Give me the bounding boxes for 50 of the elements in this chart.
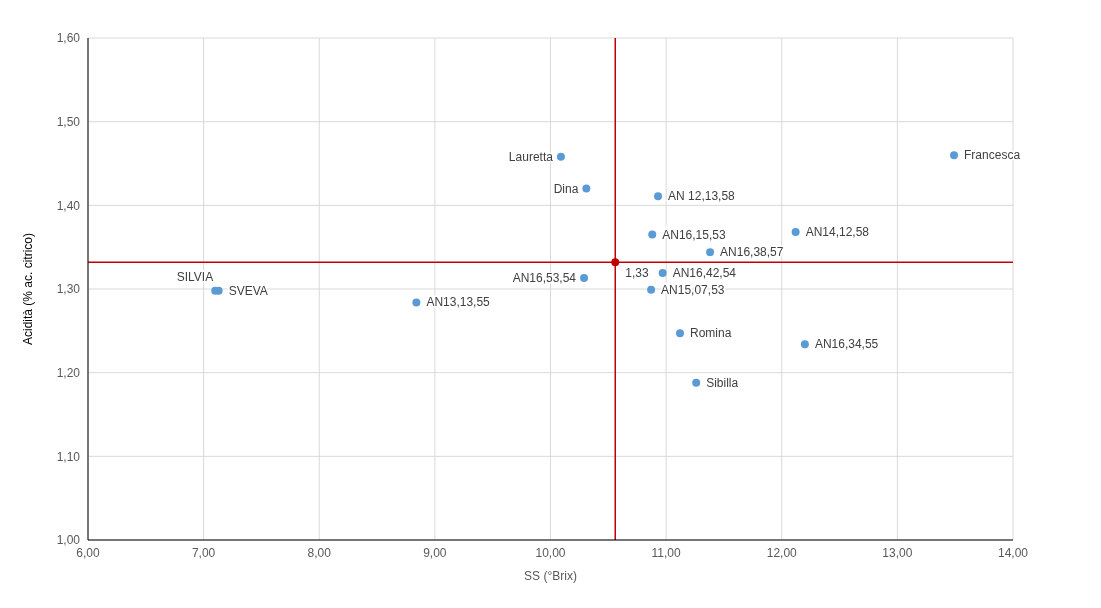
point <box>648 230 657 239</box>
data-label: AN13,13,55 <box>426 295 491 310</box>
data-label: AN16,15,53 <box>662 227 726 242</box>
data-label: SILVIA <box>176 269 214 284</box>
y-tick-label: 1,00 <box>56 533 81 548</box>
data-label: Dina <box>553 181 579 196</box>
x-axis-title: SS (°Brix) <box>524 569 577 583</box>
point <box>580 274 589 283</box>
data-label: Lauretta <box>508 149 554 164</box>
point <box>676 329 684 338</box>
data-label: Romina <box>690 326 732 341</box>
x-tick-label: 8,00 <box>307 545 332 560</box>
data-label: AN16,38,57 <box>720 245 784 260</box>
data-label: 1,33 <box>625 266 649 281</box>
data-label: AN 12,13,58 <box>668 189 736 204</box>
y-tick-label: 1,60 <box>56 31 81 46</box>
point <box>950 151 959 160</box>
point <box>800 340 809 349</box>
data-label: Sibilla <box>706 375 739 390</box>
point <box>658 269 667 278</box>
y-tick-label: 1,40 <box>56 198 81 213</box>
data-label: AN14,12,58 <box>805 225 870 240</box>
point <box>791 228 800 237</box>
point <box>647 285 656 294</box>
x-tick-label: 6,00 <box>76 545 100 560</box>
y-tick-label: 1,30 <box>56 282 81 297</box>
x-tick-label: 14,00 <box>997 545 1029 560</box>
point <box>654 192 663 201</box>
y-axis-title: Acidità (% ac. citrico) <box>21 232 36 346</box>
x-tick-label: 7,00 <box>191 545 216 560</box>
x-tick-label: 11,00 <box>651 545 682 560</box>
y-tick-label: 1,50 <box>56 114 81 129</box>
point <box>582 184 591 193</box>
data-label: SVEVA <box>228 283 268 298</box>
y-tick-label: 1,20 <box>56 365 81 380</box>
data-label: AN16,42,54 <box>672 266 737 281</box>
data-label: AN15,07,53 <box>661 282 725 297</box>
point <box>412 298 421 307</box>
point <box>706 248 715 257</box>
point <box>611 258 620 267</box>
x-tick-label: 12,00 <box>766 545 798 560</box>
y-tick-label: 1,10 <box>56 449 81 464</box>
point <box>556 152 565 161</box>
x-tick-label: 9,00 <box>423 545 447 560</box>
point <box>692 378 701 387</box>
x-tick-label: 10,00 <box>535 545 566 560</box>
data-label: Francesca <box>964 148 1021 163</box>
x-tick-label: 13,00 <box>882 545 913 560</box>
data-label: AN16,53,54 <box>512 271 577 286</box>
data-label: AN16,34,55 <box>814 337 879 352</box>
